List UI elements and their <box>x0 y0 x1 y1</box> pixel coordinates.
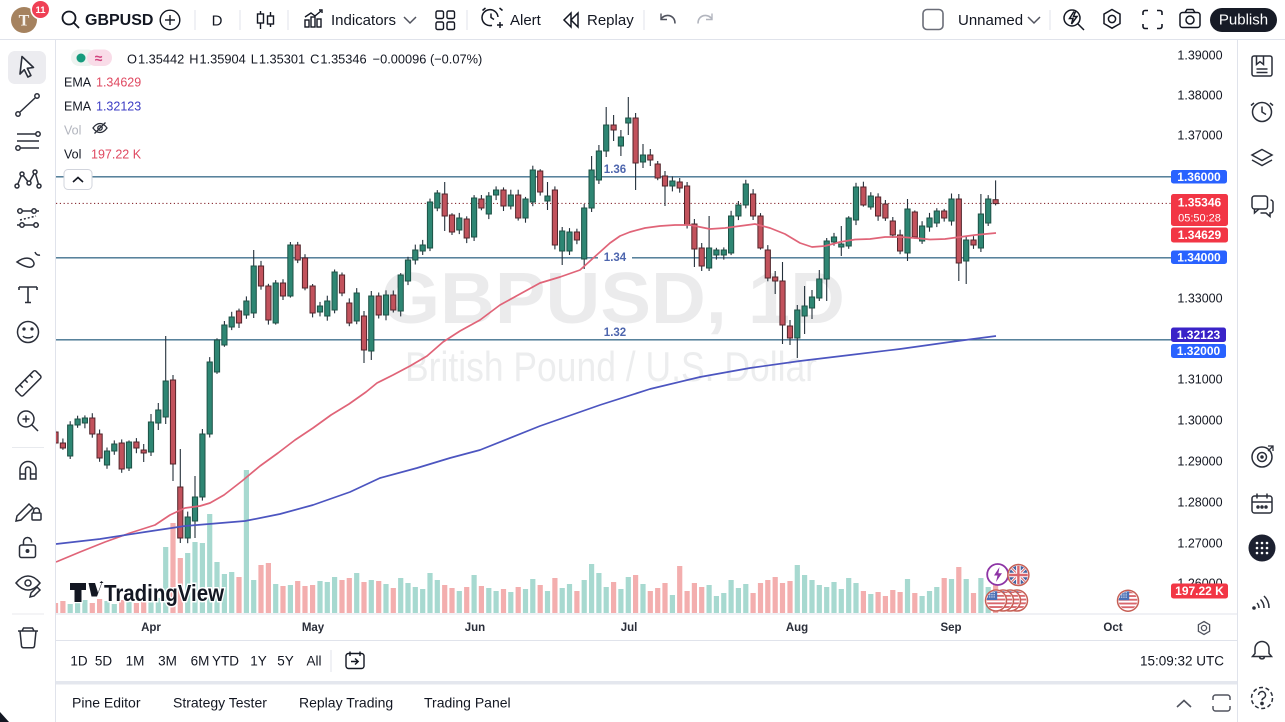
svg-text:Unnamed: Unnamed <box>958 12 1023 29</box>
svg-text:197.22 K: 197.22 K <box>1175 584 1224 598</box>
svg-text:Vol: Vol <box>64 124 81 138</box>
svg-text:Trading Panel: Trading Panel <box>424 695 511 711</box>
svg-text:Replay: Replay <box>587 12 634 29</box>
svg-text:1.32000: 1.32000 <box>1177 344 1221 358</box>
svg-text:GBPUSD: GBPUSD <box>85 12 153 29</box>
svg-text:1Y: 1Y <box>250 654 267 669</box>
svg-text:Aug: Aug <box>786 622 808 634</box>
svg-text:1.31000: 1.31000 <box>1177 373 1222 387</box>
svg-text:1.36000: 1.36000 <box>1177 170 1221 184</box>
svg-text:EMA: EMA <box>64 76 92 90</box>
svg-text:1.34: 1.34 <box>604 252 627 264</box>
svg-text:Jul: Jul <box>621 622 638 634</box>
svg-text:Apr: Apr <box>141 622 161 634</box>
svg-text:Jun: Jun <box>465 622 485 634</box>
svg-text:1.32123: 1.32123 <box>96 100 141 114</box>
svg-text:Oct: Oct <box>1103 622 1122 634</box>
svg-text:Vol: Vol <box>64 148 81 162</box>
svg-text:15:09:32 UTC: 15:09:32 UTC <box>1140 654 1224 669</box>
svg-text:1.32: 1.32 <box>604 327 626 339</box>
svg-text:All: All <box>306 654 321 669</box>
svg-text:1.27000: 1.27000 <box>1177 537 1222 551</box>
svg-text:TradingView: TradingView <box>104 580 224 606</box>
svg-text:1.34629: 1.34629 <box>96 76 141 90</box>
svg-text:EMA: EMA <box>64 100 92 114</box>
svg-text:197.22 K: 197.22 K <box>91 148 142 162</box>
svg-text:3M: 3M <box>158 654 177 669</box>
svg-text:YTD: YTD <box>212 654 239 669</box>
svg-text:1.34629: 1.34629 <box>1178 228 1222 242</box>
svg-text:T: T <box>19 13 30 30</box>
svg-text:1.33000: 1.33000 <box>1177 292 1222 306</box>
svg-text:Indicators: Indicators <box>331 12 396 29</box>
svg-text:British Pound / U.S. Dollar: British Pound / U.S. Dollar <box>405 343 817 390</box>
svg-text:1D: 1D <box>70 654 88 669</box>
svg-text:1.29000: 1.29000 <box>1177 455 1222 469</box>
svg-text:Replay Trading: Replay Trading <box>299 695 393 711</box>
svg-text:5Y: 5Y <box>277 654 294 669</box>
svg-text:Publish: Publish <box>1219 12 1268 29</box>
svg-text:1.32123: 1.32123 <box>1177 328 1221 342</box>
svg-text:Pine Editor: Pine Editor <box>72 695 141 711</box>
svg-text:Sep: Sep <box>940 622 961 634</box>
svg-text:D: D <box>212 13 223 30</box>
svg-text:6M: 6M <box>191 654 210 669</box>
svg-text:1.36: 1.36 <box>604 164 626 176</box>
svg-text:1.34000: 1.34000 <box>1177 250 1221 264</box>
svg-text:1.38000: 1.38000 <box>1177 89 1222 103</box>
svg-text:1M: 1M <box>126 654 145 669</box>
svg-text:Alert: Alert <box>510 12 542 29</box>
svg-text:1.30000: 1.30000 <box>1177 414 1222 428</box>
svg-text:1.37000: 1.37000 <box>1177 129 1222 143</box>
svg-text:1.39000: 1.39000 <box>1177 49 1222 63</box>
svg-text:Strategy Tester: Strategy Tester <box>173 695 267 711</box>
svg-text:1.35346: 1.35346 <box>1178 196 1222 210</box>
svg-text:5D: 5D <box>95 654 113 669</box>
svg-text:1.28000: 1.28000 <box>1177 496 1222 510</box>
svg-text:≈: ≈ <box>95 50 103 66</box>
svg-text:May: May <box>302 622 325 634</box>
svg-text:11: 11 <box>35 5 46 16</box>
svg-text:05:50:28: 05:50:28 <box>1178 213 1221 225</box>
